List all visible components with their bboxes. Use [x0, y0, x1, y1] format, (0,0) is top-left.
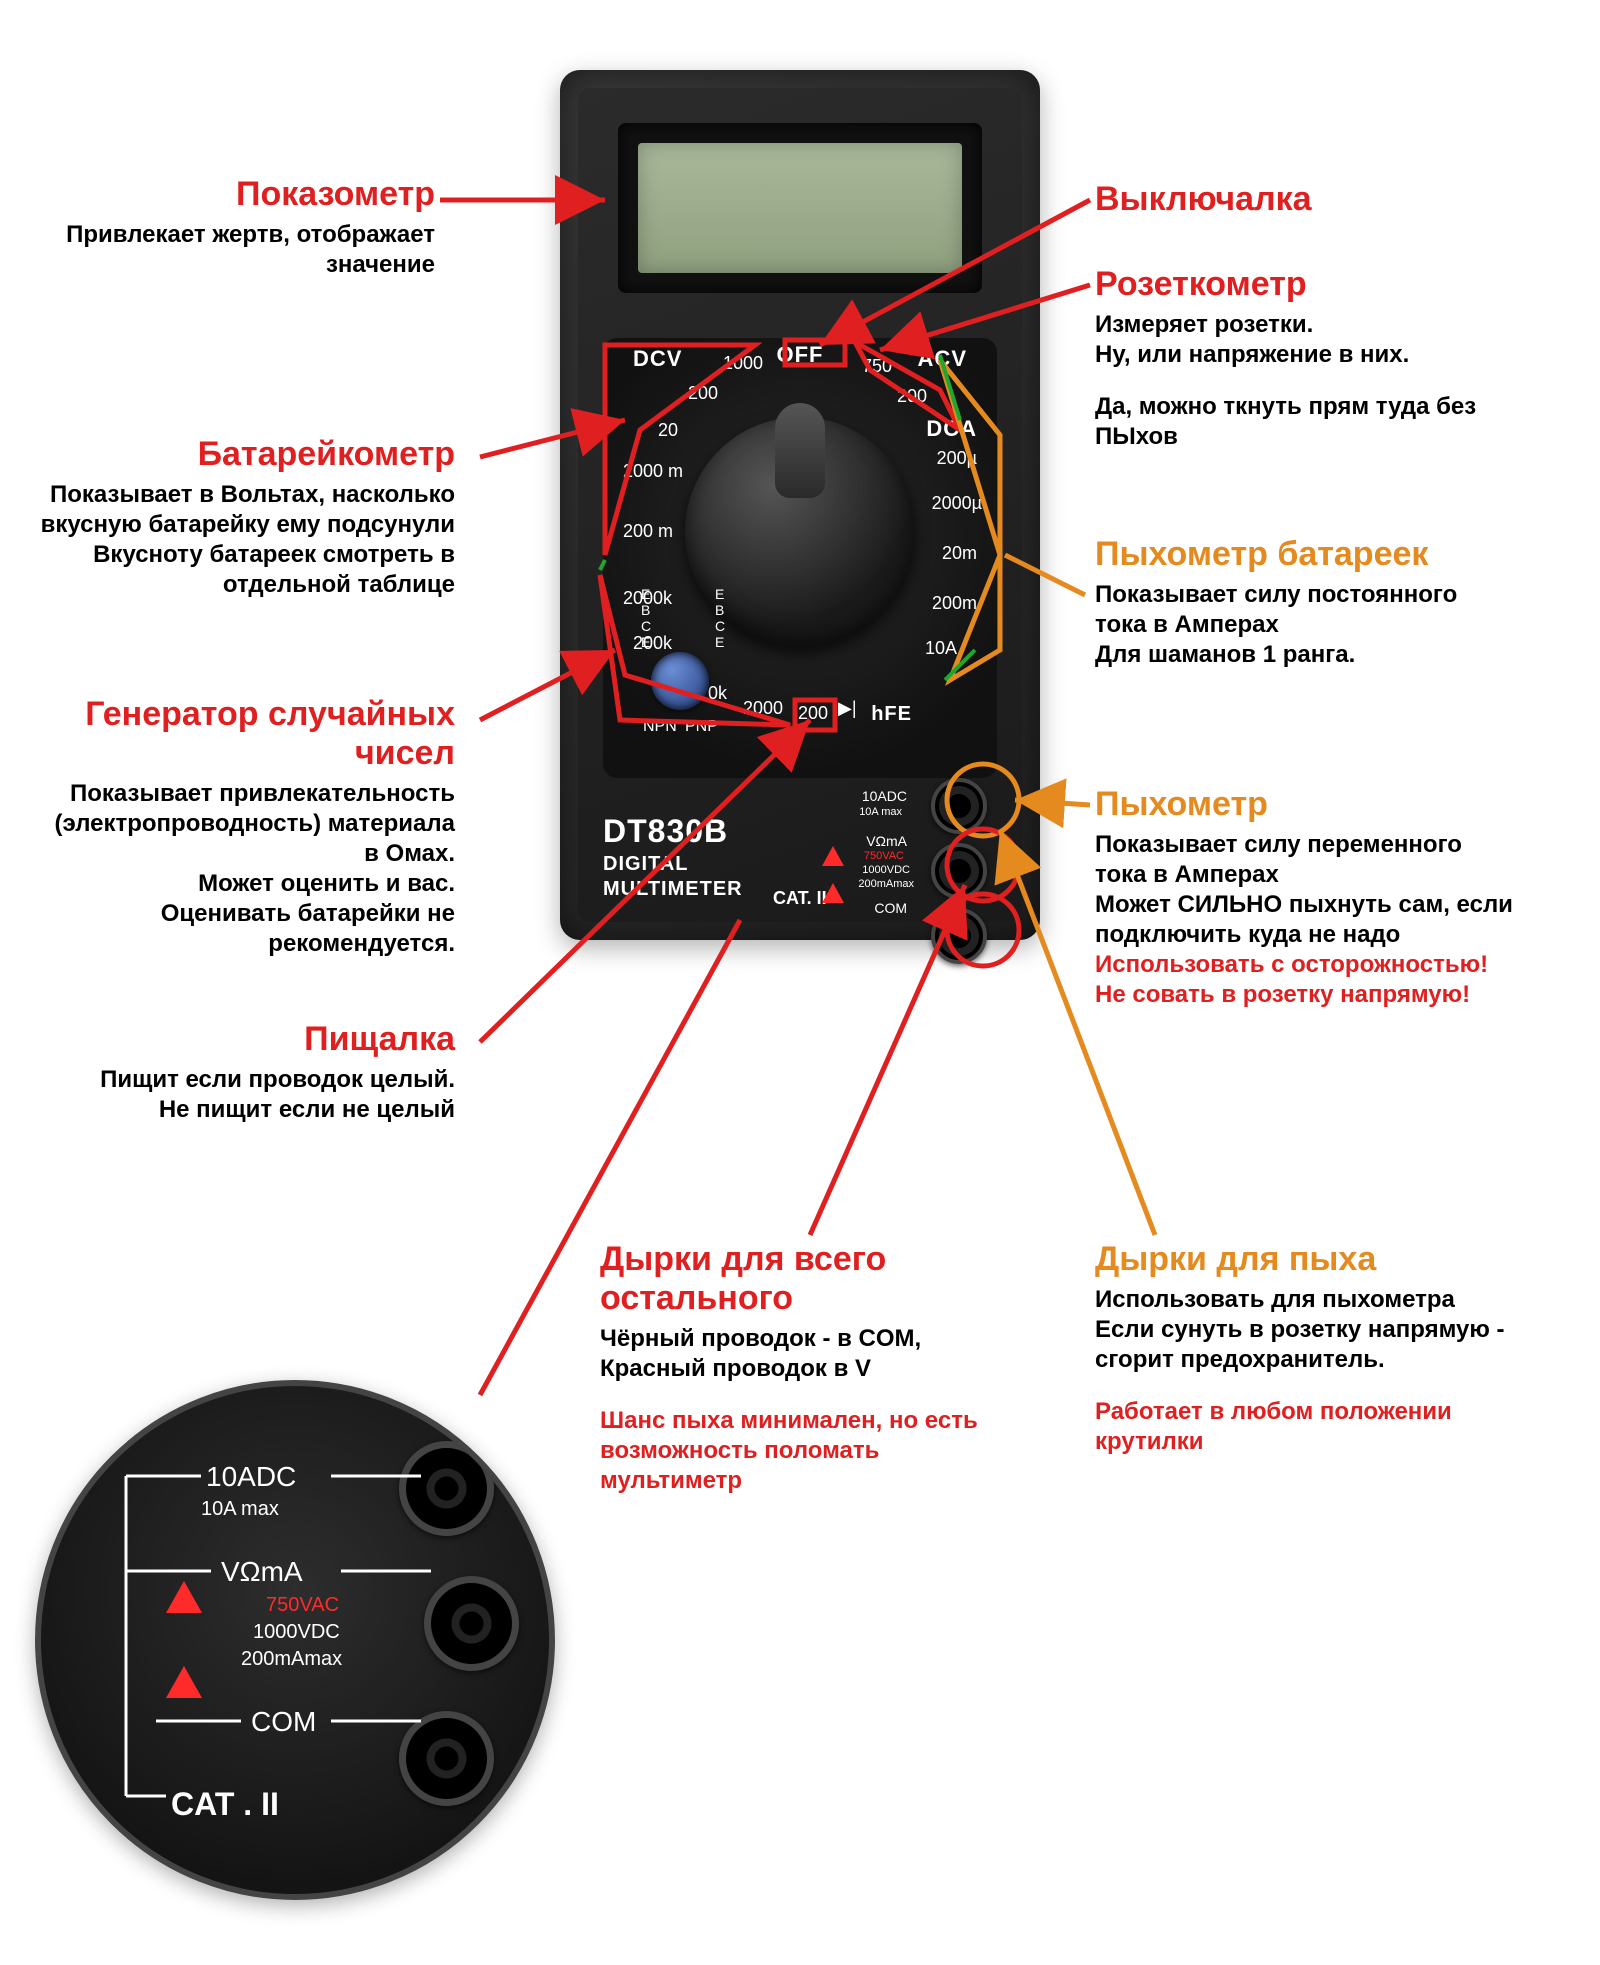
callout-acv-body: Измеряет розетки. Ну, или напряжение в н… [1095, 310, 1515, 370]
callout-display-title: Показометр [35, 175, 435, 214]
dial-dca-20m: 20m [942, 543, 977, 564]
hfe-pins-right: EBCE [715, 586, 725, 650]
dial-diode: ▶| [838, 698, 857, 719]
dial-dcv-20: 20 [658, 420, 678, 441]
callout-dcv: Батарейкометр Показывает в Вольтах, наск… [35, 435, 455, 600]
callout-acv-title: Розеткометр [1095, 265, 1515, 304]
callout-holes-main-title: Дырки для всего остального [600, 1240, 1020, 1318]
dial-dcv-200: 200 [688, 383, 718, 404]
rating-750vac: 750VAC [864, 850, 904, 862]
callout-beep-body: Пищит если проводок целый. Не пищит если… [35, 1065, 455, 1125]
section-dca: DCA [926, 416, 977, 442]
dial-dca-200u: 200µ [937, 448, 977, 469]
dial-dcv-1000: 1000 [723, 353, 763, 374]
warning-triangle-1-icon [822, 846, 844, 866]
callout-holes-main-warn: Шанс пыха минимален, но есть возможность… [600, 1406, 1020, 1496]
rating-10adc: 10ADC [862, 788, 907, 804]
dial-ohm-200: 200 [798, 703, 828, 724]
multimeter-device: DCV OFF ACV DCA hFE 1000 200 20 2000 m 2… [560, 70, 1040, 940]
hfe-socket[interactable] [651, 652, 709, 710]
callout-aca-warn: Использовать с осторожностью! Не совать … [1095, 950, 1515, 1010]
rating-10amax: 10A max [859, 806, 902, 818]
callout-aca: Пыхометр Показывает силу переменного ток… [1095, 785, 1515, 1010]
section-hfe: hFE [871, 703, 912, 726]
label-multimeter: MULTIMETER [603, 878, 743, 901]
zoom-inset: 10ADC 10A max VΩmA 750VAC 1000VDC 200mAm… [35, 1380, 555, 1900]
callout-holes-pyh: Дырки для пыха Использовать для пыхометр… [1095, 1240, 1515, 1457]
callout-dcv-body: Показывает в Вольтах, насколько вкусную … [35, 480, 455, 600]
label-cat: CAT. II [773, 888, 827, 909]
device-body: DCV OFF ACV DCA hFE 1000 200 20 2000 m 2… [578, 88, 1022, 922]
callout-off: Выключалка [1095, 180, 1515, 225]
callout-holes-pyh-title: Дырки для пыха [1095, 1240, 1515, 1279]
callout-holes-main-body: Чёрный проводок - в COM, Красный проводо… [600, 1324, 1020, 1384]
dial-pointer [775, 403, 825, 498]
label-digital: DIGITAL [603, 853, 689, 876]
callout-dca-body: Показывает силу постоянного тока в Ампер… [1095, 580, 1515, 670]
dial-dca-200m: 200m [932, 593, 977, 614]
dial-acv-1: 200 [897, 386, 927, 407]
rating-200ma: 200mAmax [858, 878, 914, 890]
callout-aca-body: Показывает силу переменного тока в Ампер… [1095, 830, 1515, 950]
rating-1000vdc: 1000VDC [862, 864, 910, 876]
callout-off-title: Выключалка [1095, 180, 1515, 219]
dial-dca-10a: 10A [925, 638, 957, 659]
jack-vma[interactable] [931, 843, 987, 899]
callout-holes-pyh-body: Использовать для пыхометра Если сунуть в… [1095, 1285, 1515, 1375]
model-number: DT830B [603, 813, 728, 850]
lcd-frame [618, 123, 982, 293]
hfe-pins-left: EBCE [641, 586, 651, 650]
callout-acv-body2: Да, можно ткнуть прям туда без ПЫхов [1095, 392, 1515, 452]
dial-dcv-2000m: 2000 m [623, 463, 683, 480]
dial-panel: DCV OFF ACV DCA hFE 1000 200 20 2000 m 2… [603, 338, 997, 778]
dial-ohm-2000: 2000 [743, 698, 783, 719]
dial-ohm-200k: 200k [633, 633, 672, 654]
callout-holes-main: Дырки для всего остального Чёрный провод… [600, 1240, 1020, 1496]
hfe-pnp: PNP [685, 718, 718, 736]
dial-acv-750: 750 [862, 356, 892, 377]
dial-dca-2000u: 2000µ [932, 493, 982, 514]
section-off: OFF [777, 342, 824, 368]
lcd-screen [638, 143, 962, 273]
callout-dcv-title: Батарейкометр [35, 435, 455, 474]
section-dcv: DCV [633, 346, 682, 372]
rating-com: COM [874, 900, 907, 916]
callout-ohm-title: Генератор случайных чисел [35, 695, 455, 773]
jack-com[interactable] [931, 908, 987, 964]
callout-aca-title: Пыхометр [1095, 785, 1515, 824]
callout-dca: Пыхометр батареек Показывает силу постоя… [1095, 535, 1515, 670]
rating-vma: VΩmA [866, 833, 907, 849]
callout-dca-title: Пыхометр батареек [1095, 535, 1515, 574]
jack-10a[interactable] [931, 778, 987, 834]
dial-dcv-200m: 200 m [623, 523, 673, 540]
callout-display: Показометр Привлекает жертв, отображает … [35, 175, 435, 280]
callout-ohm: Генератор случайных чисел Показывает при… [35, 695, 455, 959]
callout-display-body: Привлекает жертв, отображает значение [35, 220, 435, 280]
callout-beep-title: Пищалка [35, 1020, 455, 1059]
callout-ohm-body: Показывает привлекательность (электропро… [35, 779, 455, 959]
warning-triangle-2-icon [822, 883, 844, 903]
zoom-lines [41, 1386, 555, 1900]
hfe-npn: NPN [643, 718, 677, 736]
callout-beep: Пищалка Пищит если проводок целый. Не пи… [35, 1020, 455, 1125]
callout-acv: Розеткометр Измеряет розетки. Ну, или на… [1095, 265, 1515, 452]
callout-holes-pyh-warn: Работает в любом положении крутилки [1095, 1397, 1515, 1457]
section-acv: ACV [918, 346, 967, 372]
